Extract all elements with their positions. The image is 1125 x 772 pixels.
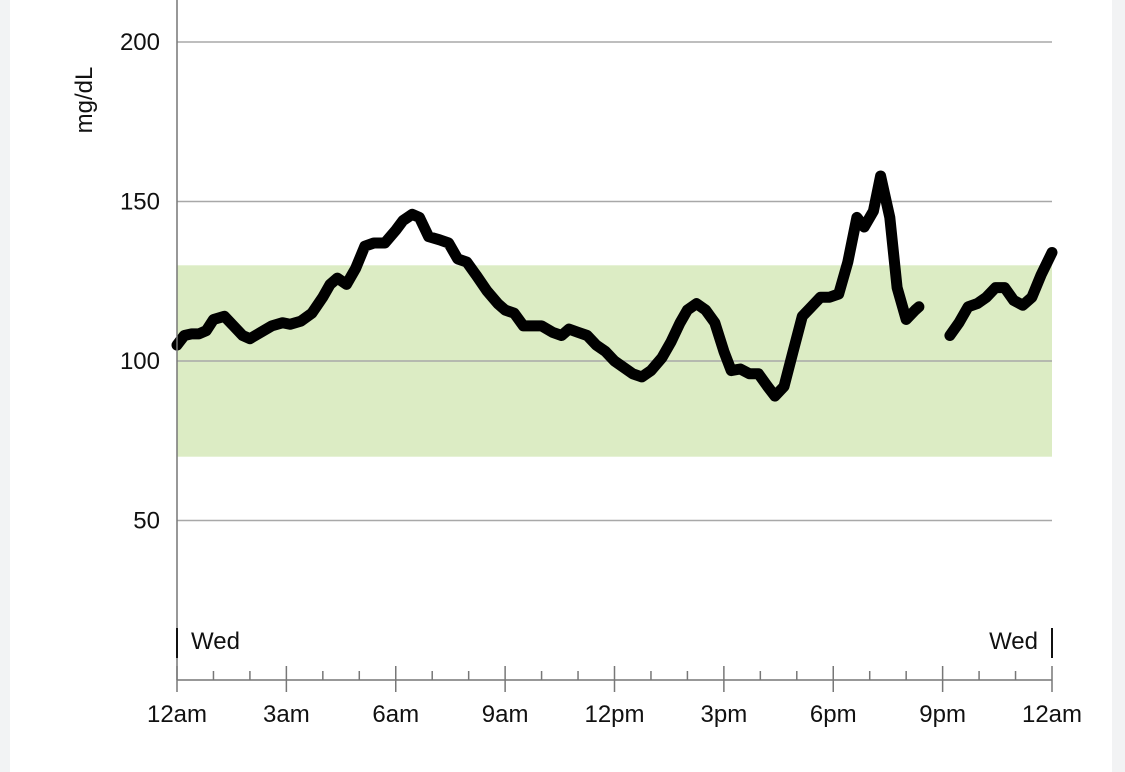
y-tick-label: 200 xyxy=(120,29,160,56)
x-tick-label: 3pm xyxy=(701,701,748,728)
x-tick-label: 6am xyxy=(372,701,419,728)
y-tick-label: 50 xyxy=(133,508,160,535)
day-marker-end: Wed xyxy=(989,628,1038,655)
glucose-line-segment-1 xyxy=(171,170,925,402)
x-tick-label: 6pm xyxy=(810,701,857,728)
y-tick-label: 150 xyxy=(120,189,160,216)
x-tick-label: 9am xyxy=(482,701,529,728)
x-tick-label: 12am xyxy=(147,701,207,728)
x-tick-label: 9pm xyxy=(919,701,966,728)
x-tick-label: 3am xyxy=(263,701,310,728)
x-tick-label: 12pm xyxy=(584,701,644,728)
y-tick-label: 100 xyxy=(120,348,160,375)
x-tick-label: 12am xyxy=(1022,701,1082,728)
day-marker-start: Wed xyxy=(191,628,240,655)
y-axis-label: mg/dL xyxy=(71,67,98,134)
glucose-line-segment-2 xyxy=(944,247,1058,341)
